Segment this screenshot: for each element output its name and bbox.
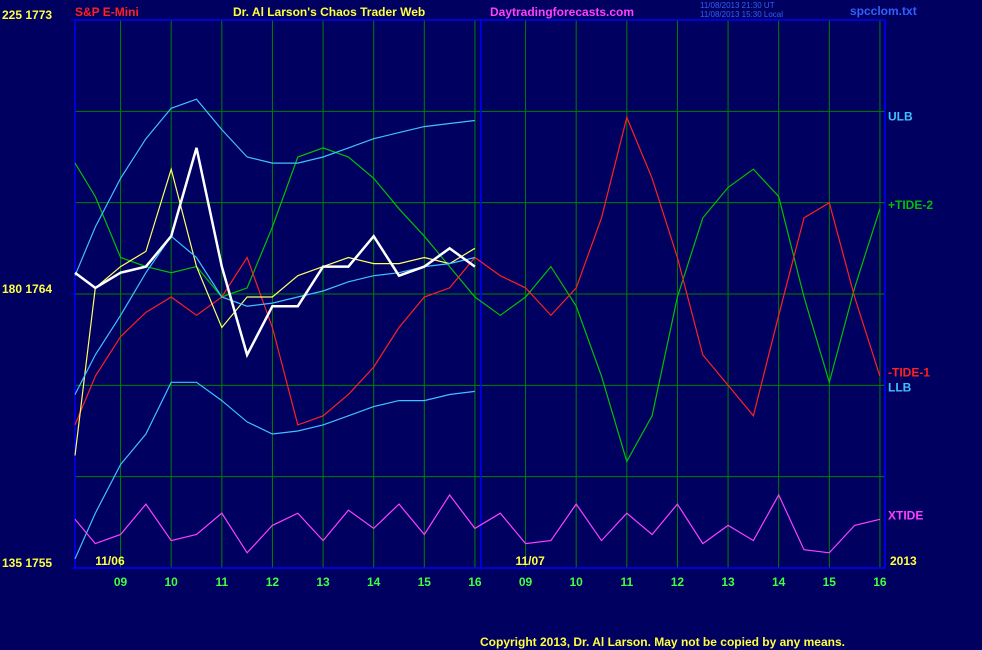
x-tick-label: 16 (873, 575, 887, 589)
series-line (74, 147, 881, 463)
series-label: -TIDE-1 (888, 365, 930, 379)
x-tick-label: 14 (772, 575, 786, 589)
timestamp: 11/08/2013 21:30 UT (700, 1, 775, 10)
website: Daytradingforecasts.com (490, 5, 634, 19)
x-tick-label: 10 (570, 575, 584, 589)
x-tick-label: 13 (721, 575, 735, 589)
chart-title: Dr. Al Larson's Chaos Trader Web (233, 5, 425, 19)
copyright: Copyright 2013, Dr. Al Larson. May not b… (480, 635, 845, 649)
series-line (74, 167, 476, 456)
day-label: 11/06 (95, 554, 125, 568)
x-tick-label: 15 (418, 575, 432, 589)
y-tick-label: 225 1773 (2, 8, 52, 22)
series-line (74, 381, 475, 560)
x-tick-label: 11 (215, 575, 228, 589)
series-label: XTIDE (888, 508, 923, 522)
day-label: 11/07 (515, 554, 545, 568)
series-label: LLB (888, 381, 912, 395)
series-label: ULB (888, 110, 913, 124)
series-line (74, 235, 476, 395)
x-tick-label: 15 (823, 575, 837, 589)
plot-frame (74, 19, 886, 569)
x-tick-label: 12 (671, 575, 685, 589)
y-tick-label: 135 1755 (2, 556, 52, 570)
y-tick-label: 180 1764 (2, 282, 52, 296)
x-tick-label: 11 (620, 575, 633, 589)
x-tick-label: 12 (266, 575, 280, 589)
x-tick-label: 16 (468, 575, 482, 589)
series-line (74, 98, 475, 276)
series-line (74, 493, 881, 554)
series-line (74, 147, 476, 359)
series-line (74, 115, 881, 426)
x-tick-label: 09 (114, 575, 128, 589)
x-tick-label: 13 (316, 575, 330, 589)
instrument: S&P E-Mini (75, 5, 139, 19)
x-tick-label: 10 (165, 575, 179, 589)
x-tick-label: 14 (367, 575, 381, 589)
year: 2013 (890, 554, 917, 568)
x-tick-label: 09 (519, 575, 533, 589)
series-label: +TIDE-2 (888, 198, 933, 212)
file-name: spcclom.txt (850, 4, 917, 18)
timestamp: 11/08/2013 15:30 Local (700, 10, 783, 19)
